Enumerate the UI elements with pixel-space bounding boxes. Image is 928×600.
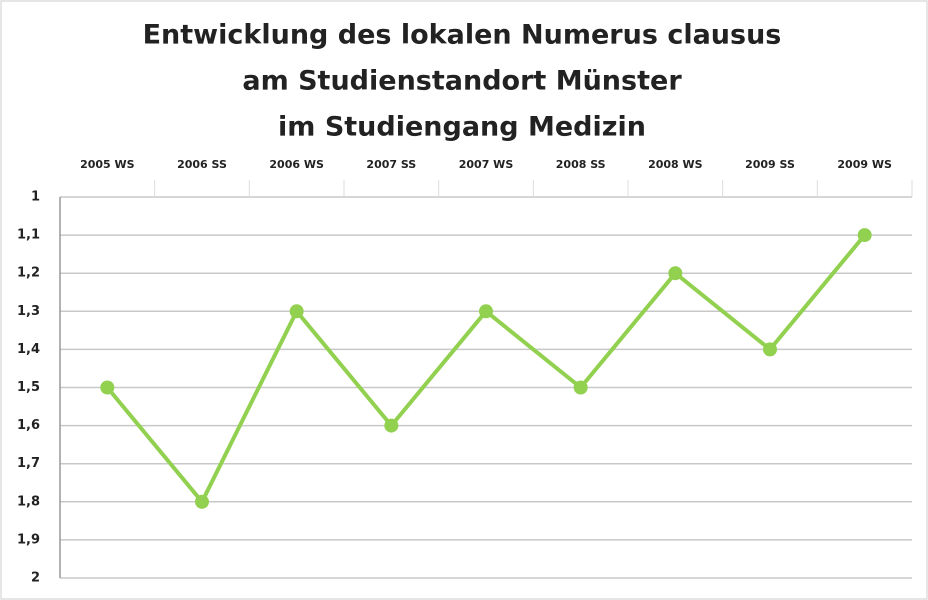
y-tick-label: 1,8 bbox=[17, 494, 40, 509]
point bbox=[668, 266, 683, 281]
point bbox=[857, 228, 872, 243]
y-tick-label: 2 bbox=[31, 571, 40, 586]
x-tick-label: 2009 WS bbox=[837, 158, 892, 171]
y-tick-label: 1,3 bbox=[17, 304, 40, 319]
x-tick-label: 2005 WS bbox=[80, 158, 135, 171]
chart-title: Entwicklung des lokalen Numerus clausus bbox=[143, 20, 782, 51]
chart-title: im Studiengang Medizin bbox=[278, 112, 646, 143]
point bbox=[479, 304, 493, 319]
y-tick-label: 1,6 bbox=[17, 418, 40, 433]
point bbox=[384, 418, 399, 433]
point bbox=[289, 304, 304, 319]
y-tick-label: 1 bbox=[31, 190, 40, 205]
y-tick-label: 1,5 bbox=[17, 380, 40, 395]
y-tick-label: 1,9 bbox=[17, 532, 40, 547]
point bbox=[100, 380, 115, 395]
x-tick-label: 2008 SS bbox=[556, 158, 606, 171]
y-tick-label: 1,1 bbox=[17, 228, 40, 243]
x-tick-label: 2009 SS bbox=[745, 158, 795, 171]
x-tick-label: 2007 SS bbox=[366, 158, 416, 171]
point bbox=[573, 380, 588, 395]
y-tick-label: 1,7 bbox=[17, 456, 40, 471]
point bbox=[195, 494, 209, 509]
point bbox=[763, 342, 777, 357]
x-tick-label: 2006 WS bbox=[269, 158, 324, 171]
y-tick-label: 1,2 bbox=[17, 266, 40, 281]
y-tick-label: 1,4 bbox=[17, 342, 40, 357]
x-tick-label: 2007 WS bbox=[459, 158, 514, 171]
x-tick-label: 2008 WS bbox=[648, 158, 703, 171]
chart-title: am Studienstandort Münster bbox=[242, 66, 682, 97]
x-tick-label: 2006 SS bbox=[177, 158, 227, 171]
